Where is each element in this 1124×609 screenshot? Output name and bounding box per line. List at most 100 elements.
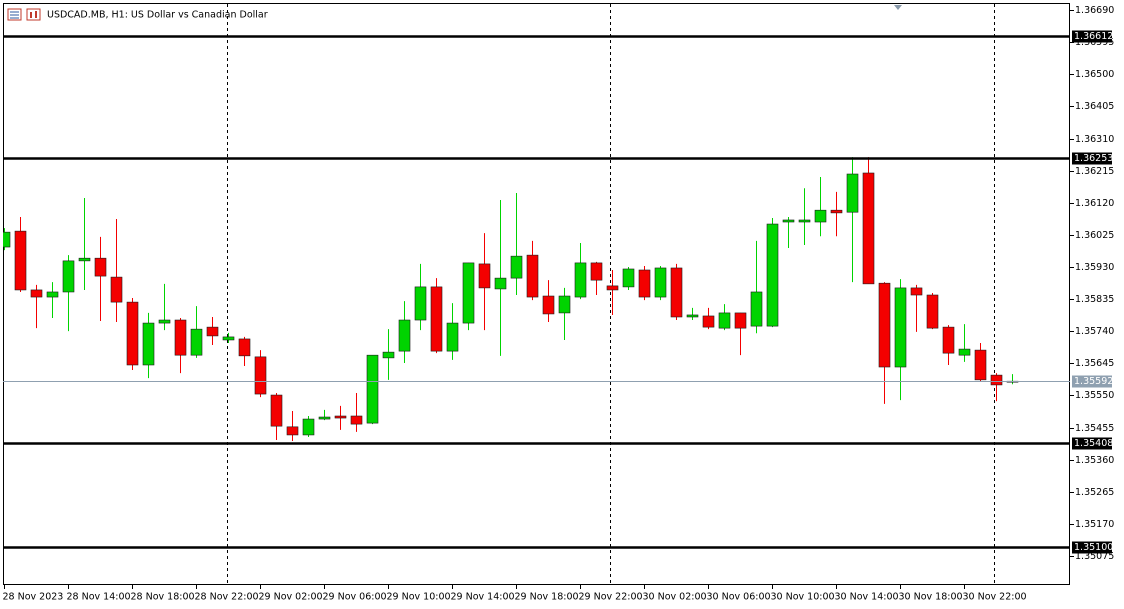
candle-body — [990, 374, 1003, 386]
candle-body — [462, 262, 475, 324]
level-label: 1.36612 — [1074, 31, 1113, 42]
level-label-bg — [1072, 152, 1112, 165]
candle-body — [414, 286, 427, 321]
y-tick-label: 1.35550 — [1075, 390, 1114, 401]
x-tick-label: 30 Nov 22:00 — [963, 592, 1027, 603]
candle-body — [558, 295, 571, 314]
candle-body — [974, 349, 987, 381]
candle-body — [606, 285, 619, 291]
chart-title: USDCAD.MB, H1: US Dollar vs Canadian Dol… — [47, 10, 268, 21]
candle-body — [110, 276, 123, 303]
level-label: 1.35100 — [1074, 542, 1113, 553]
candle-body — [366, 354, 379, 424]
x-tick-label: 29 Nov 06:00 — [323, 592, 387, 603]
candle-body — [654, 267, 667, 298]
icon-bar — [35, 11, 37, 18]
candle-body — [638, 269, 651, 298]
y-tick-label: 1.36690 — [1075, 5, 1114, 16]
candle-body — [494, 277, 507, 290]
candle-body — [782, 219, 795, 223]
candle-body — [270, 394, 283, 427]
y-tick-label: 1.35930 — [1075, 262, 1114, 273]
candle-body — [78, 257, 91, 262]
candle-body — [702, 315, 715, 328]
x-tick-label: 30 Nov 06:00 — [707, 592, 771, 603]
icon — [26, 8, 41, 21]
candle-body — [510, 255, 523, 279]
candle-body — [910, 287, 923, 296]
candle-body — [206, 326, 219, 337]
candle-body — [926, 294, 939, 329]
x-tick-label: 30 Nov 18:00 — [899, 592, 963, 603]
candle-body — [542, 295, 555, 315]
candle-body — [750, 291, 763, 327]
candle-body — [382, 351, 395, 359]
candle-body — [590, 262, 603, 281]
candle-body — [350, 415, 363, 425]
y-tick-label: 1.36405 — [1075, 101, 1114, 112]
x-tick-label: 29 Nov 18:00 — [515, 592, 579, 603]
candle-body — [430, 286, 443, 352]
candles — [3, 157, 1019, 442]
candle-body — [142, 322, 155, 366]
x-tick-label: 30 Nov 10:00 — [771, 592, 835, 603]
icon-bar — [30, 12, 32, 18]
x-tick-label: 28 Nov 14:00 — [67, 592, 131, 603]
x-tick-label: 29 Nov 22:00 — [579, 592, 643, 603]
level-label: 1.36253 — [1074, 153, 1113, 164]
candle-body — [798, 219, 811, 223]
x-tick-label: 29 Nov 14:00 — [451, 592, 515, 603]
candle-body — [318, 416, 331, 420]
candle-body — [670, 267, 683, 318]
candle-body — [46, 291, 59, 298]
y-tick-label: 1.35075 — [1075, 551, 1114, 562]
candle-body — [814, 209, 827, 223]
y-tick-label: 1.35265 — [1075, 487, 1114, 498]
candle-body — [686, 314, 699, 318]
y-tick-label: 1.35360 — [1075, 455, 1114, 466]
candle-body — [878, 282, 891, 368]
candle-body — [334, 415, 347, 419]
x-tick-label: 30 Nov 14:00 — [835, 592, 899, 603]
current-price-label: 1.35592 — [1074, 376, 1113, 387]
candle-body — [62, 260, 75, 293]
toolbar-icons — [7, 8, 41, 21]
y-tick-label: 1.36120 — [1075, 198, 1114, 209]
candle-body — [446, 322, 459, 352]
candle-body — [94, 257, 107, 277]
level-label-bg — [1072, 30, 1112, 43]
y-tick-label: 1.36215 — [1075, 166, 1114, 177]
candle-body — [126, 301, 139, 366]
candle-body — [766, 223, 779, 327]
candle-body — [622, 268, 635, 288]
candle-body — [238, 338, 251, 357]
y-tick-label: 1.35170 — [1075, 519, 1114, 530]
candle-body — [190, 328, 203, 356]
y-tick-label: 1.36310 — [1075, 134, 1114, 145]
candle-body — [862, 172, 875, 285]
candle-body — [894, 287, 907, 368]
y-tick-label: 1.35740 — [1075, 326, 1114, 337]
candle-body — [3, 231, 11, 248]
candle-body — [526, 254, 539, 298]
y-tick-label: 1.35645 — [1075, 358, 1114, 369]
candle-body — [398, 319, 411, 352]
candle-body — [14, 230, 27, 291]
y-tick-label: 1.35835 — [1075, 294, 1114, 305]
y-tick-label: 1.36500 — [1075, 69, 1114, 80]
x-tick-label: 28 Nov 2023 — [3, 592, 64, 603]
plot-frame — [3, 3, 1070, 585]
candle-body — [286, 426, 299, 436]
candle-body — [846, 173, 859, 213]
current-price-bg — [1072, 375, 1112, 388]
candle-body — [734, 312, 747, 329]
candle-body — [718, 312, 731, 329]
candle-body — [574, 262, 587, 298]
level-label: 1.35408 — [1074, 438, 1113, 449]
y-tick-label: 1.36025 — [1075, 230, 1114, 241]
x-tick-label: 28 Nov 18:00 — [131, 592, 195, 603]
x-tick-label: 28 Nov 22:00 — [195, 592, 259, 603]
x-tick-label: 29 Nov 02:00 — [259, 592, 323, 603]
candle-body — [254, 356, 267, 395]
